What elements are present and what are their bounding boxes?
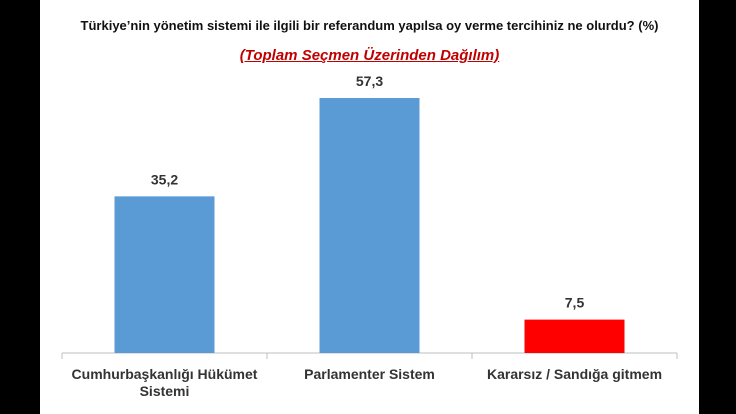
bar: [524, 319, 625, 353]
chart-title: Türkiye’nin yönetim sistemi ile ilgili b…: [80, 18, 659, 33]
value-label: 57,3: [356, 73, 383, 89]
x-tick-label: Parlamenter Sistem: [304, 366, 435, 382]
value-label: 35,2: [151, 171, 178, 187]
bar: [319, 98, 420, 353]
chart-subtitle: (Toplam Seçmen Üzerinden Dağılım): [239, 47, 500, 64]
chart-panel: Türkiye’nin yönetim sistemi ile ilgili b…: [40, 0, 699, 414]
bar: [114, 196, 215, 353]
value-label: 7,5: [565, 295, 585, 311]
chart: 35,2 57,3 7,5: [61, 73, 678, 359]
x-tick-label: Cumhurbaşkanlığı Hükümet Sistemi: [71, 366, 258, 399]
x-tick-label: Kararsız / Sandığa gitmem: [486, 366, 663, 382]
